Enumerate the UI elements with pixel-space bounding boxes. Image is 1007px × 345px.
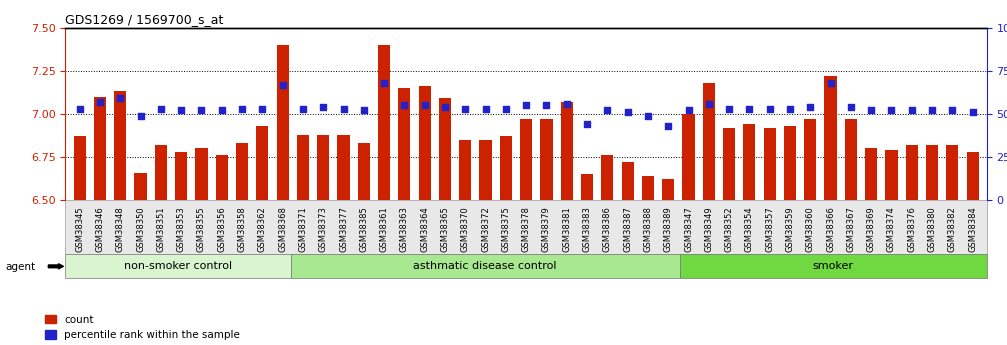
Bar [175,152,187,200]
Bar [520,119,533,200]
Bar [723,128,735,200]
Point [457,106,473,111]
Bar [135,172,147,200]
Bar [967,152,979,200]
Point [741,106,757,111]
Bar [561,102,573,200]
Text: asthmatic disease control: asthmatic disease control [414,261,557,271]
Bar [114,91,126,200]
Point [234,106,250,111]
Point [639,113,656,118]
Point [619,109,635,115]
Bar [845,119,857,200]
Point [315,104,331,110]
Point [681,108,697,113]
Point [376,80,392,86]
Text: GDS1269 / 1569700_s_at: GDS1269 / 1569700_s_at [64,13,223,27]
Point [213,108,230,113]
Point [761,106,777,111]
Point [133,113,149,118]
Point [92,99,108,105]
Point [518,102,534,108]
Bar [378,45,390,200]
Point [661,123,677,129]
Bar [541,119,553,200]
Point [701,101,717,106]
Point [863,108,879,113]
Point [883,108,899,113]
Bar [663,179,675,200]
Point [275,82,291,87]
Bar [601,155,613,200]
Text: agent: agent [5,263,35,272]
Bar [926,145,939,200]
Point [112,96,128,101]
Point [823,80,839,86]
Point [843,104,859,110]
Bar [419,86,431,200]
Point [355,108,372,113]
Bar [236,143,248,200]
Bar [947,145,959,200]
Bar [885,150,897,200]
Point [945,108,961,113]
Point [477,106,493,111]
Point [803,104,819,110]
Bar [703,83,715,200]
Point [254,106,270,111]
Bar [155,145,167,200]
Text: non-smoker control: non-smoker control [124,261,233,271]
Point [539,102,555,108]
Point [721,106,737,111]
Point [397,102,413,108]
Bar [74,136,86,200]
Bar [499,136,512,200]
Point [335,106,351,111]
Bar [743,124,755,200]
Bar [783,126,797,200]
Bar [621,162,633,200]
Legend: count, percentile rank within the sample: count, percentile rank within the sample [45,315,240,340]
Bar [94,97,106,200]
Bar [581,174,593,200]
Point [559,101,575,106]
Bar [763,128,775,200]
Bar [195,148,207,200]
Point [782,106,799,111]
Point [71,106,88,111]
Bar [256,126,269,200]
Point [173,108,189,113]
Point [579,121,595,127]
Point [497,106,514,111]
Point [965,109,981,115]
Bar [317,135,329,200]
Point [417,102,433,108]
Bar [337,135,349,200]
Point [153,106,169,111]
Bar [459,140,471,200]
Point [295,106,311,111]
Bar [399,88,411,200]
Bar [439,98,451,200]
Point [903,108,919,113]
Bar [825,76,837,200]
Bar [905,145,917,200]
Point [437,104,453,110]
Bar [215,155,228,200]
Point [193,108,209,113]
Bar [641,176,654,200]
Bar [277,45,289,200]
Text: smoker: smoker [813,261,854,271]
Bar [865,148,877,200]
Point [924,108,941,113]
Point [599,108,615,113]
Bar [297,135,309,200]
Bar [357,143,370,200]
Bar [683,114,695,200]
Bar [479,140,491,200]
Bar [805,119,817,200]
